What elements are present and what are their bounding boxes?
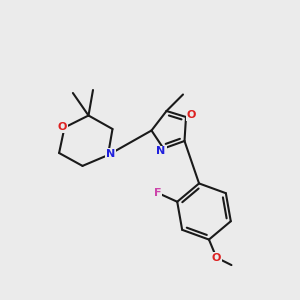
Text: O: O	[187, 110, 196, 121]
Text: N: N	[106, 149, 115, 159]
Text: F: F	[154, 188, 161, 198]
Text: O: O	[212, 253, 221, 262]
Text: N: N	[157, 146, 166, 157]
Text: O: O	[57, 122, 67, 133]
